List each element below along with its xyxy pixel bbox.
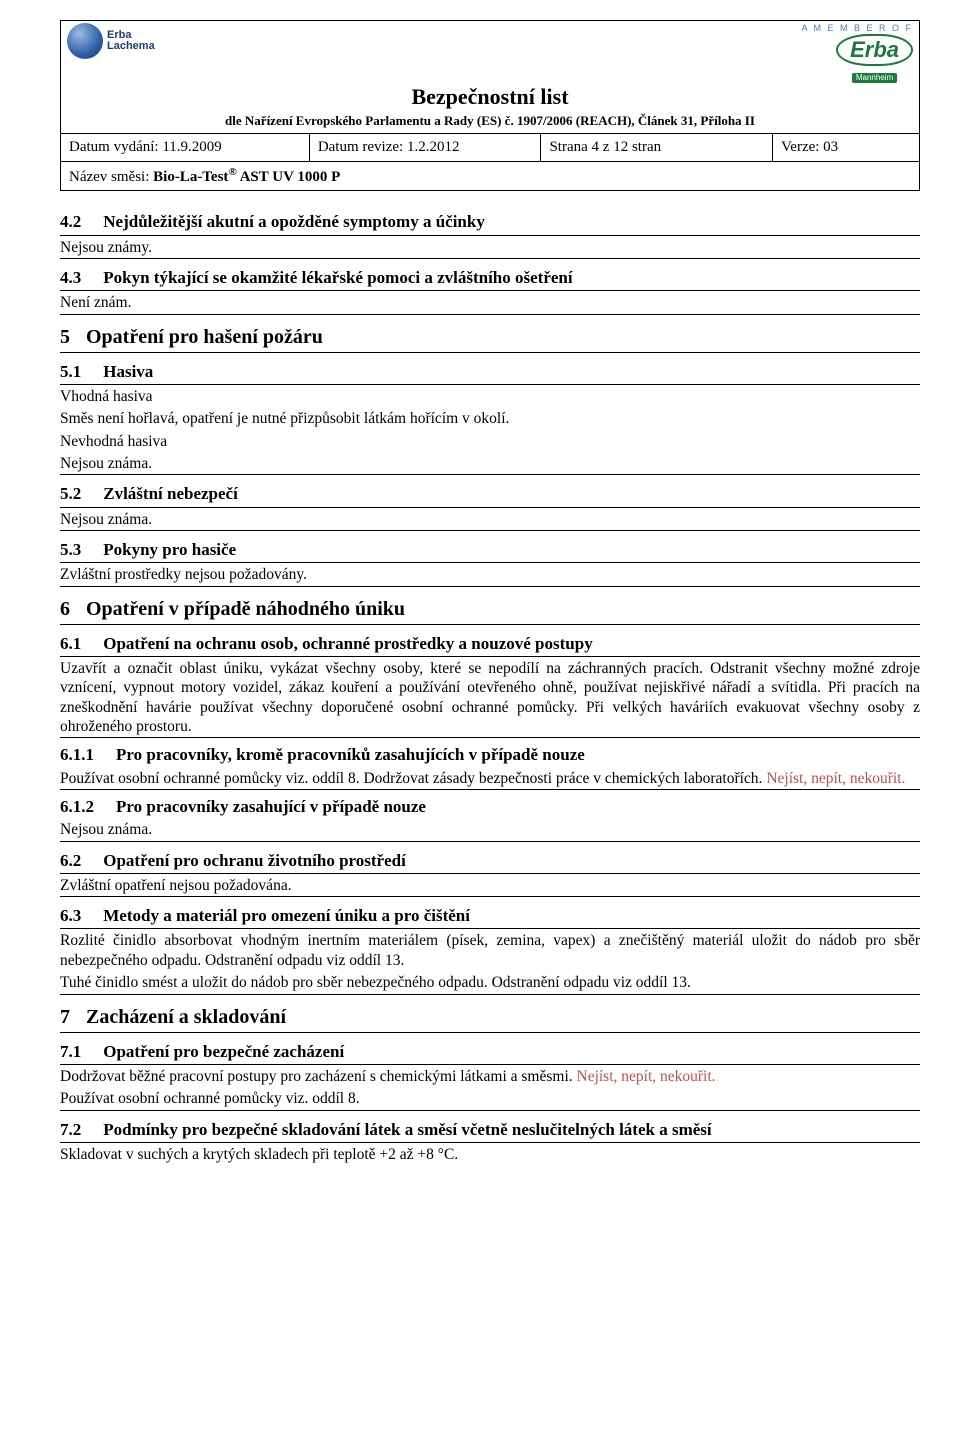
section-6-3-body1: Rozlité činidlo absorbovat vhodným inert… bbox=[60, 929, 920, 971]
section-7-heading: 7Zacházení a skladování bbox=[60, 995, 920, 1033]
document-header-frame: Erba Lachema A M E M B E R O F Erba Mann… bbox=[60, 20, 920, 191]
mixture-value: Bio-La-Test® AST UV 1000 P bbox=[153, 169, 340, 185]
mixture-label: Název směsi: bbox=[69, 169, 153, 185]
logo-row: Erba Lachema A M E M B E R O F Erba Mann… bbox=[61, 21, 919, 81]
section-5-2-body: Nejsou známa. bbox=[60, 508, 920, 531]
page-cell: Strana 4 z 12 stran bbox=[541, 134, 773, 161]
section-7-1-body-line1: Dodržovat běžné pracovní postupy pro zac… bbox=[60, 1065, 920, 1087]
logo-right: A M E M B E R O F Erba Mannheim bbox=[801, 23, 913, 85]
section-5-1-l4: Nejsou známa. bbox=[60, 452, 920, 475]
section-6-1-2-heading: 6.1.2Pro pracovníky zasahující v případě… bbox=[60, 790, 920, 818]
section-6-1-heading: 6.1Opatření na ochranu osob, ochranné pr… bbox=[60, 625, 920, 657]
meta-row: Datum vydání: 11.9.2009 Datum revize: 1.… bbox=[61, 133, 919, 161]
section-5-1-heading: 5.1Hasiva bbox=[60, 353, 920, 385]
section-5-1-l1: Vhodná hasiva bbox=[60, 385, 920, 407]
section-6-1-1-body: Používat osobní ochranné pomůcky viz. od… bbox=[60, 767, 920, 790]
section-6-3-heading: 6.3Metody a materiál pro omezení úniku a… bbox=[60, 897, 920, 929]
section-6-2-heading: 6.2Opatření pro ochranu životního prostř… bbox=[60, 842, 920, 874]
title-block: Bezpečnostní list dle Nařízení Evropskéh… bbox=[61, 81, 919, 133]
section-6-1-2-body: Nejsou známa. bbox=[60, 818, 920, 841]
section-6-3-body2: Tuhé činidlo smést a uložit do nádob pro… bbox=[60, 971, 920, 994]
sphere-icon bbox=[67, 23, 103, 59]
section-4-2-body: Nejsou známy. bbox=[60, 236, 920, 259]
section-7-1-heading: 7.1Opatření pro bezpečné zacházení bbox=[60, 1033, 920, 1065]
section-7-1-body-line2: Používat osobní ochranné pomůcky viz. od… bbox=[60, 1087, 920, 1110]
issue-date-cell: Datum vydání: 11.9.2009 bbox=[61, 134, 310, 161]
logo-left-text: Erba Lachema bbox=[107, 30, 155, 52]
document-subtitle: dle Nařízení Evropského Parlamentu a Rad… bbox=[61, 113, 919, 129]
section-6-1-1-heading: 6.1.1Pro pracovníky, kromě pracovníků za… bbox=[60, 738, 920, 766]
mixture-name-row: Název směsi: Bio-La-Test® AST UV 1000 P bbox=[61, 161, 919, 191]
section-5-3-body: Zvláštní prostředky nejsou požadovány. bbox=[60, 563, 920, 586]
logo-left: Erba Lachema bbox=[67, 23, 155, 59]
revision-date-cell: Datum revize: 1.2.2012 bbox=[310, 134, 542, 161]
document-body: 4.2Nejdůležitější akutní a opožděné symp… bbox=[60, 191, 920, 1165]
section-5-1-l2: Směs není hořlavá, opatření je nutné při… bbox=[60, 407, 920, 429]
erba-oval-logo: Erba bbox=[836, 34, 913, 66]
version-cell: Verze: 03 bbox=[773, 134, 919, 161]
section-7-2-heading: 7.2Podmínky pro bezpečné skladování láte… bbox=[60, 1111, 920, 1143]
section-5-2-heading: 5.2Zvláštní nebezpečí bbox=[60, 475, 920, 507]
section-6-2-body: Zvláštní opatření nejsou požadována. bbox=[60, 874, 920, 897]
mannheim-badge: Mannheim bbox=[852, 73, 897, 83]
section-6-1-body: Uzavřít a označit oblast úniku, vykázat … bbox=[60, 657, 920, 739]
document-title: Bezpečnostní list bbox=[61, 83, 919, 111]
section-6-heading: 6Opatření v případě náhodného úniku bbox=[60, 587, 920, 625]
member-of-text: A M E M B E R O F bbox=[801, 23, 913, 34]
section-7-2-body: Skladovat v suchých a krytých skladech p… bbox=[60, 1143, 920, 1165]
section-5-3-heading: 5.3Pokyny pro hasiče bbox=[60, 531, 920, 563]
section-4-3-body: Není znám. bbox=[60, 291, 920, 314]
section-5-heading: 5Opatření pro hašení požáru bbox=[60, 315, 920, 353]
section-4-3-heading: 4.3Pokyn týkající se okamžité lékařské p… bbox=[60, 259, 920, 291]
section-4-2-heading: 4.2Nejdůležitější akutní a opožděné symp… bbox=[60, 203, 920, 235]
section-5-1-l3: Nevhodná hasiva bbox=[60, 430, 920, 452]
